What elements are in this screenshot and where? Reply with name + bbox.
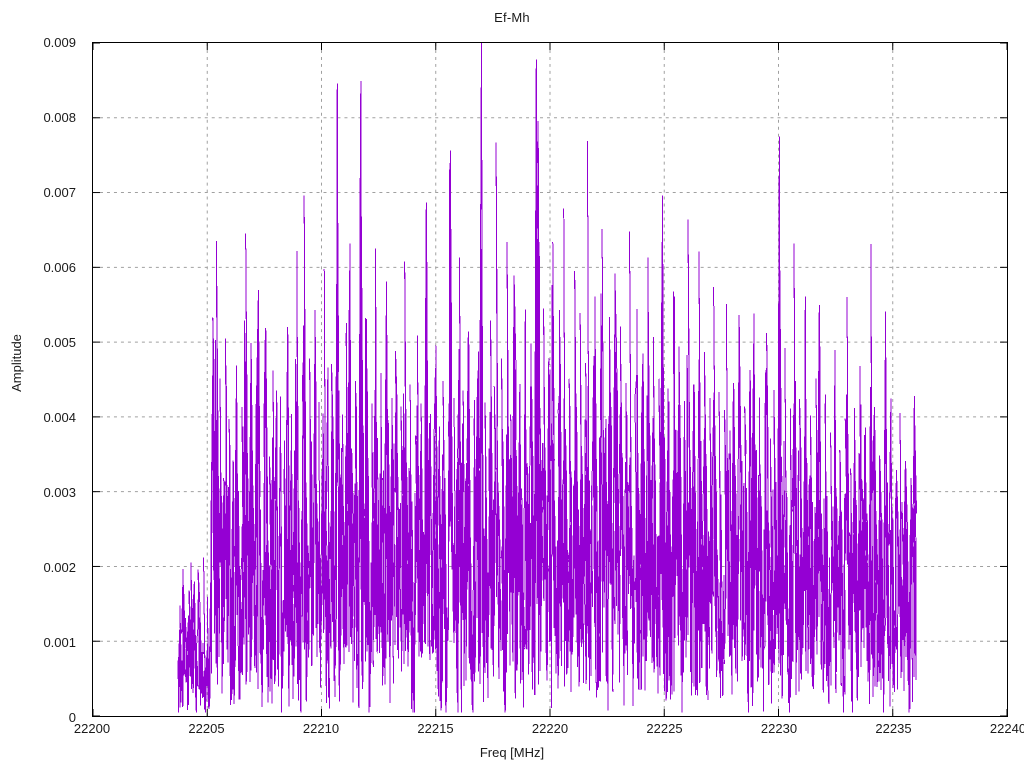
x-tick-label: 22220 bbox=[531, 721, 569, 736]
y-tick-label: 0.005 bbox=[43, 335, 76, 350]
x-tick-label: 22230 bbox=[760, 721, 798, 736]
x-tick-label: 22235 bbox=[875, 721, 912, 736]
y-tick-label: 0.008 bbox=[43, 110, 76, 125]
x-tick-label: 22205 bbox=[188, 721, 225, 736]
x-axis-tick-labels: 22200 22205 22210 22215 22220 22225 22230 22235… bbox=[74, 721, 1024, 741]
y-tick-label: 0.001 bbox=[43, 635, 76, 650]
y-tick-label: 0.007 bbox=[43, 185, 76, 200]
x-tick-label: 22240 bbox=[989, 721, 1024, 736]
plot-area bbox=[92, 42, 1008, 717]
data-series-line bbox=[177, 43, 918, 713]
x-tick-label: 22225 bbox=[646, 721, 683, 736]
chart-title: Ef-Mh bbox=[494, 10, 530, 25]
y-axis-label: Amplitude bbox=[9, 334, 24, 392]
x-tick-label: 22215 bbox=[417, 721, 454, 736]
y-tick-label: 0.003 bbox=[43, 485, 76, 500]
y-tick-label: 0.004 bbox=[43, 410, 76, 425]
y-tick-label: 0.009 bbox=[43, 35, 76, 50]
y-tick-label: 0.002 bbox=[43, 560, 76, 575]
x-axis-label: Freq [MHz] bbox=[479, 745, 545, 760]
x-tick-label: 22200 bbox=[73, 721, 111, 736]
y-tick-label: 0 bbox=[68, 710, 76, 725]
y-axis-tick-labels: 0 0.001 0.002 0.003 0.004 0.005 0.006 0.007 0.00… bbox=[0, 36, 84, 724]
y-tick-label: 0.006 bbox=[43, 260, 76, 275]
x-tick-label: 22210 bbox=[302, 721, 340, 736]
